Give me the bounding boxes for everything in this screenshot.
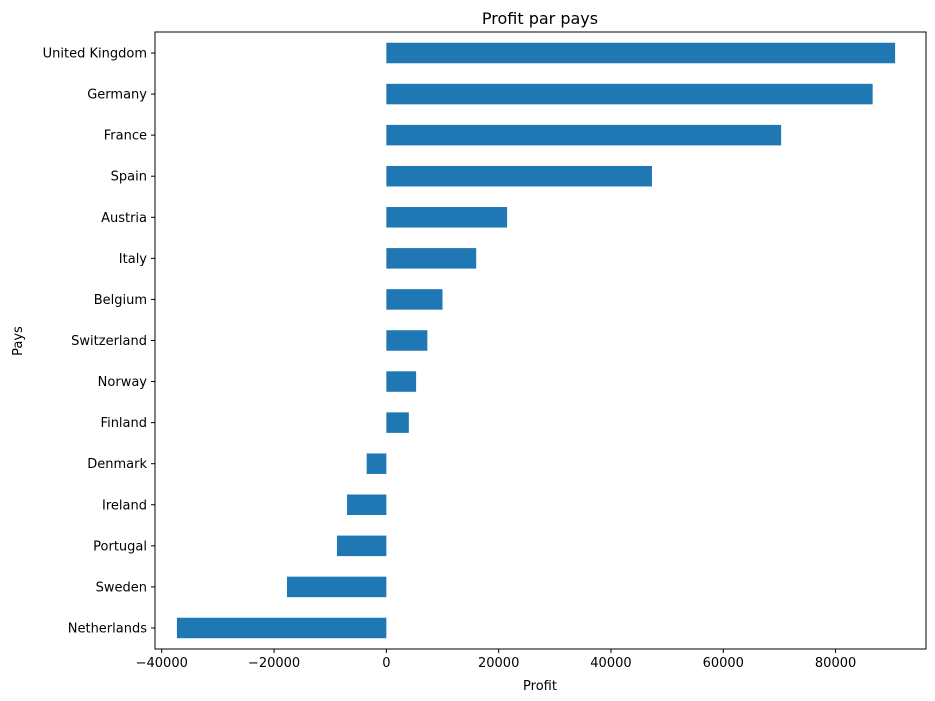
x-tick-label: −20000 <box>248 656 300 671</box>
bar-spain <box>386 165 652 187</box>
y-tick-label: Portugal <box>93 539 147 554</box>
bar-france <box>386 124 782 146</box>
bar-sweden <box>286 576 387 598</box>
y-tick-label: Switzerland <box>71 334 147 349</box>
y-tick-label: Sweden <box>96 580 147 595</box>
y-tick-label: Ireland <box>102 498 147 513</box>
bar-finland <box>386 412 409 433</box>
bar-portugal <box>336 535 387 557</box>
x-tick-label: 60000 <box>703 656 744 671</box>
x-axis-label: Profit <box>523 679 557 694</box>
y-tick-label: Norway <box>98 375 148 390</box>
y-tick-label: United Kingdom <box>43 47 147 62</box>
chart-title: Profit par pays <box>482 9 598 28</box>
x-tick-label: 20000 <box>478 656 519 671</box>
bar-belgium <box>386 289 443 310</box>
y-tick-label: Denmark <box>87 457 147 472</box>
plot-frame <box>154 31 927 650</box>
y-tick-label: Germany <box>87 88 147 103</box>
y-tick-label: Finland <box>101 416 147 431</box>
x-tick-label: 80000 <box>815 656 856 671</box>
bar-italy <box>386 248 477 269</box>
bar-netherlands <box>176 617 387 639</box>
x-tick-label: 40000 <box>590 656 631 671</box>
y-tick-label: Belgium <box>94 293 147 308</box>
bar-norway <box>386 371 417 392</box>
bar-germany <box>386 83 873 105</box>
bar-denmark <box>366 453 387 474</box>
bar-ireland <box>347 494 387 516</box>
y-tick-label: Netherlands <box>68 621 147 636</box>
y-tick-label: Austria <box>101 211 147 226</box>
x-tick-label: 0 <box>382 656 390 671</box>
y-tick-label: Italy <box>119 252 148 267</box>
y-axis-label: Pays <box>11 326 26 356</box>
y-tick-label: Spain <box>111 170 147 185</box>
bar-switzerland <box>386 330 428 351</box>
bar-austria <box>386 207 508 228</box>
x-tick-label: −40000 <box>136 656 188 671</box>
y-tick-label: France <box>104 129 147 144</box>
bar-united-kingdom <box>386 42 896 64</box>
